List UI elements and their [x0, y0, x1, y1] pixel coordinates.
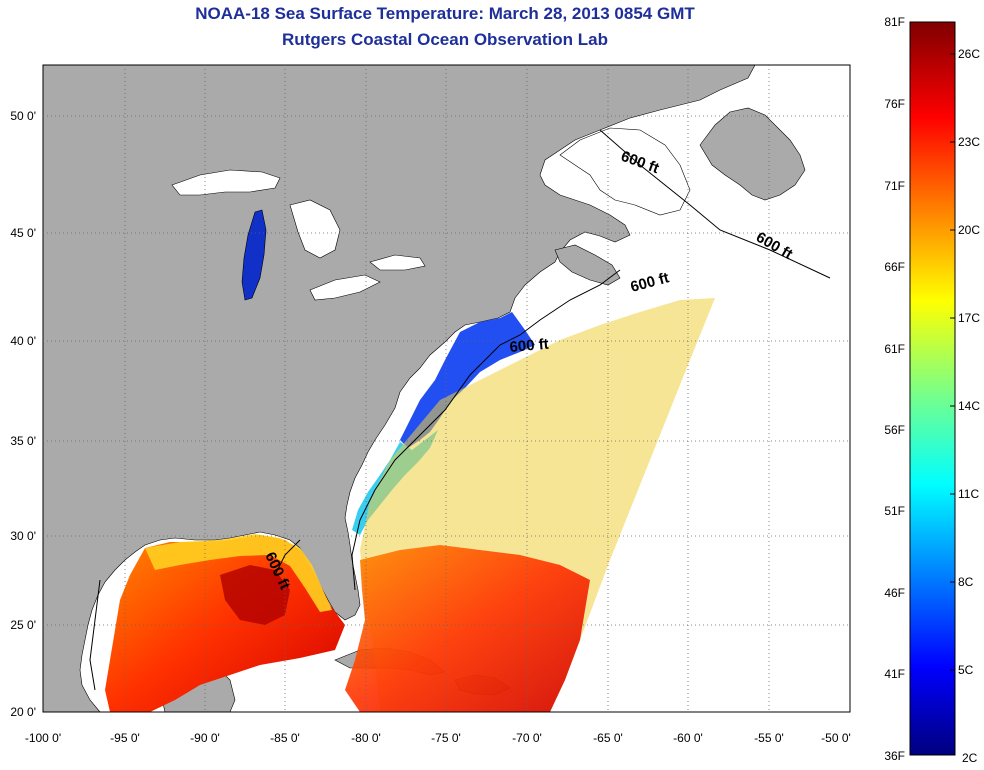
title-line-1: NOAA-18 Sea Surface Temperature: March 2…: [195, 4, 695, 23]
sst-gulf-stream-warm: [345, 545, 590, 712]
x-tick-label: -75 0': [431, 731, 461, 745]
colorbar-f-label: 56F: [884, 423, 905, 437]
colorbar-c-label: 20C: [958, 223, 980, 237]
colorbar-c-label: 23C: [958, 135, 980, 149]
x-tick-label: -80 0': [351, 731, 381, 745]
lake-superior: [171, 169, 281, 196]
colorbar-c-label: 8C: [958, 575, 974, 589]
map-panel: [42, 64, 851, 713]
x-tick-label: -90 0': [190, 731, 220, 745]
y-tick-label: 30 0': [10, 529, 36, 543]
colorbar-f-label: 81F: [884, 15, 905, 29]
colorbar-f-label: 66F: [884, 260, 905, 274]
lake-michigan: [241, 209, 267, 301]
x-tick-label: -70 0': [512, 731, 542, 745]
lake-ontario: [369, 254, 426, 271]
y-axis: 50 0' 45 0' 40 0' 35 0' 30 0' 25 0' 20 0…: [10, 109, 36, 719]
colorbar-f-label: 51F: [884, 504, 905, 518]
colorbar-ticks: [950, 53, 955, 671]
colorbar-f-label: 76F: [884, 97, 905, 111]
y-tick-label: 25 0': [10, 618, 36, 632]
x-tick-label: -50 0': [821, 731, 851, 745]
colorbar-c-label: 26C: [958, 47, 980, 61]
colorbar-c-label: 11C: [958, 487, 979, 501]
colorbar-f-label: 71F: [884, 179, 905, 193]
sst-gulf-deep-red: [220, 565, 290, 625]
colorbar-c-labels: 26C 23C 20C 17C 14C 11C 8C 5C 2C: [958, 47, 980, 765]
land-nova-scotia: [554, 244, 621, 286]
colorbar-c-label: 14C: [958, 399, 980, 413]
sst-gulf-of-mexico: [105, 535, 345, 712]
colorbar-f-label: 46F: [884, 586, 905, 600]
land-newfoundland: [699, 107, 806, 201]
graticule: [43, 65, 850, 712]
colorbar-gradient: [909, 21, 956, 756]
land-north-america: [42, 64, 756, 713]
colorbar-f-label: 41F: [884, 667, 905, 681]
x-tick-label: -85 0': [270, 731, 300, 745]
x-axis: -100 0' -95 0' -90 0' -85 0' -80 0' -75 …: [25, 711, 851, 745]
title-line-2: Rutgers Coastal Ocean Observation Lab: [282, 30, 608, 49]
colorbar-f-label: 61F: [884, 342, 905, 356]
lake-erie: [309, 274, 381, 301]
x-tick-label: -55 0': [754, 731, 784, 745]
isobath-600ft: [89, 129, 831, 691]
gulf-st-lawrence: [559, 127, 691, 216]
y-tick-label: 20 0': [10, 705, 36, 719]
colorbar-c-label: 17C: [958, 311, 980, 325]
colorbar-c-label: 5C: [958, 663, 974, 677]
contour-label: 600 ft: [509, 336, 550, 356]
y-tick-label: 45 0': [10, 226, 36, 240]
y-tick-label: 40 0': [10, 334, 36, 348]
x-tick-label: -65 0': [593, 731, 623, 745]
colorbar-c-label: 2C: [962, 751, 978, 765]
colorbar-f-label: 36F: [884, 749, 905, 763]
x-tick-label: -100 0': [25, 731, 61, 745]
y-tick-label: 35 0': [10, 434, 36, 448]
x-tick-label: -60 0': [673, 731, 703, 745]
y-tick-label: 50 0': [10, 109, 36, 123]
lake-huron: [289, 199, 341, 259]
x-tick-label: -95 0': [110, 731, 140, 745]
colorbar-f-labels: 81F 76F 71F 66F 61F 56F 51F 46F 41F 36F: [884, 15, 905, 763]
